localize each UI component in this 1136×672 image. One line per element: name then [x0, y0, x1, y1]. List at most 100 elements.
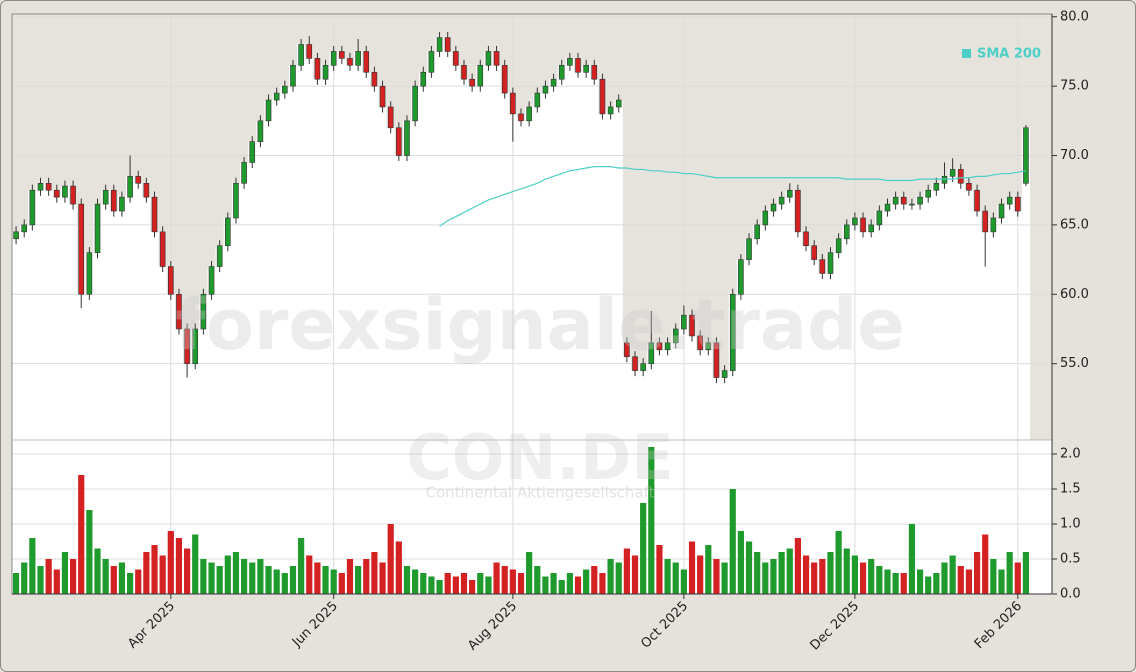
candle-body — [624, 342, 630, 358]
volume-bar — [86, 510, 93, 594]
volume-bar — [126, 573, 134, 594]
volume-bar — [436, 580, 443, 594]
candle-body — [387, 106, 394, 129]
volume-bar — [477, 573, 484, 594]
volume-bar — [192, 534, 199, 594]
legend-swatch — [962, 49, 971, 58]
candle-body — [159, 231, 166, 267]
candle-body — [208, 266, 215, 295]
candle-body — [795, 189, 801, 233]
candle-body — [909, 203, 915, 206]
candle-body — [876, 210, 883, 226]
volume-bar — [330, 569, 337, 594]
volume-bar — [45, 559, 52, 594]
candle-body — [461, 65, 467, 80]
candle-body — [404, 120, 410, 156]
y-tick-label: 65.0 — [1060, 217, 1089, 232]
volume-bar — [298, 538, 305, 594]
volume-bar — [371, 552, 378, 594]
candle-body — [542, 85, 549, 94]
volume-bar — [664, 559, 671, 594]
candle-body — [990, 217, 997, 233]
candle-body — [273, 92, 280, 101]
volume-bar — [110, 566, 117, 594]
candle-body — [290, 65, 296, 87]
volume-bar — [754, 552, 761, 594]
volume-bar — [37, 566, 44, 594]
candle-body — [884, 203, 891, 212]
candle-body — [713, 342, 720, 378]
y-tick-label: 1.5 — [1060, 482, 1081, 497]
volume-bar — [501, 566, 508, 594]
candle-body — [583, 65, 589, 73]
volume-bar — [631, 555, 639, 594]
volume-bar — [640, 503, 647, 594]
candle-body — [62, 185, 68, 198]
volume-bar — [998, 569, 1005, 594]
volume-bar — [403, 566, 411, 594]
candle-body — [957, 169, 964, 184]
volume-bar — [232, 552, 240, 594]
candle-body — [168, 266, 174, 295]
candle-body — [672, 328, 679, 344]
volume-bar — [713, 559, 720, 594]
volume-bar — [729, 489, 736, 594]
candle-body — [53, 189, 60, 198]
symbol-watermark: CON.DE — [406, 421, 673, 494]
y-tick-label: 70.0 — [1060, 148, 1089, 163]
candle-body — [510, 92, 516, 115]
volume-bar — [965, 569, 973, 594]
candle-body — [518, 113, 524, 122]
candle-body — [13, 231, 19, 240]
candle-body — [843, 224, 850, 240]
candle-body — [550, 78, 557, 87]
volume-bar — [395, 541, 402, 594]
volume-bar — [876, 566, 883, 594]
candle-body — [151, 196, 158, 233]
candle-body — [428, 51, 435, 73]
volume-bar — [623, 548, 630, 594]
volume-bar — [819, 559, 826, 594]
volume-bar — [61, 552, 69, 594]
volume-bar — [802, 555, 810, 594]
candle-body — [762, 210, 769, 226]
volume-bar — [493, 562, 500, 594]
candle-body — [746, 238, 752, 260]
volume-bar — [933, 573, 940, 594]
candle-body — [78, 203, 85, 295]
volume-bar — [859, 562, 867, 594]
candle-body — [485, 51, 492, 66]
volume-bar — [599, 573, 606, 594]
sma-line — [439, 166, 1027, 227]
volume-bar — [322, 566, 329, 594]
candle-body — [697, 335, 703, 351]
y-tick-label: 0.5 — [1060, 552, 1081, 567]
volume-bar — [135, 569, 142, 594]
y-tick-label: 2.0 — [1060, 447, 1081, 462]
volume-bar — [721, 562, 728, 594]
price-area — [12, 37, 1030, 441]
watermark: forexsignale.trade — [175, 284, 904, 366]
volume-bar — [851, 555, 858, 594]
volume-bar — [184, 548, 191, 594]
candle-body — [192, 328, 199, 364]
volume-bar — [306, 555, 313, 594]
volume-bar — [615, 562, 622, 594]
volume-bar — [762, 562, 769, 594]
volume-bar — [387, 524, 394, 594]
volume-bar — [786, 548, 793, 594]
candle-body — [119, 196, 125, 212]
candle-body — [94, 203, 101, 253]
volume-bar — [257, 559, 264, 594]
candle-body — [176, 293, 182, 330]
volume-bar — [379, 562, 386, 594]
volume-bar — [1006, 552, 1013, 594]
candle-body — [917, 196, 923, 205]
candle-body — [501, 65, 508, 94]
candle-body — [127, 176, 133, 198]
candle-body — [330, 51, 337, 66]
candle-body — [379, 85, 386, 108]
volume-bar — [102, 559, 109, 594]
candle-body — [835, 238, 842, 253]
volume-bar — [916, 569, 924, 594]
